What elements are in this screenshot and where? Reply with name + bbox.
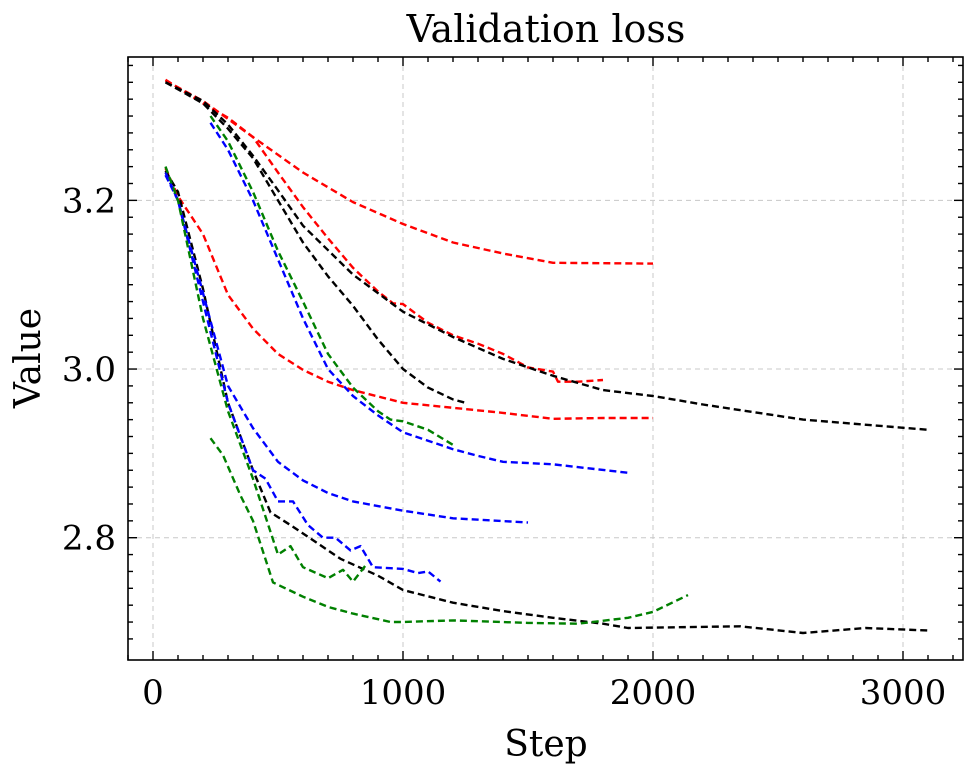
- x-axis-label: Step: [504, 724, 587, 765]
- ticks: 0 1000 2000 3000 2.8 3.0 3.2: [62, 57, 963, 713]
- series-line-1: [164, 79, 654, 265]
- y-tick-label: 2.8: [62, 519, 116, 559]
- y-tick-label: 3.2: [62, 181, 116, 221]
- series-line-5: [164, 81, 466, 404]
- series-line-8: [164, 174, 529, 524]
- series-line-7: [209, 122, 629, 474]
- series-line-10: [209, 115, 454, 446]
- chart-title: Validation loss: [406, 7, 686, 51]
- x-tick-label: 2000: [610, 673, 697, 713]
- y-axis-label: Value: [8, 308, 49, 409]
- x-tick-label: 0: [142, 673, 164, 713]
- series-group: [164, 78, 929, 635]
- grid: [128, 57, 963, 660]
- x-tick-label: 1000: [360, 673, 447, 713]
- series-line-11: [164, 166, 367, 583]
- x-tick-label: 3000: [860, 673, 947, 713]
- series-line-6: [164, 170, 929, 635]
- plot-frame: [127, 56, 964, 661]
- series-line-2: [164, 78, 604, 383]
- series-line-3: [164, 167, 653, 420]
- y-tick-label: 3.0: [62, 350, 116, 390]
- series-line-9: [164, 172, 442, 583]
- series-line-12: [209, 437, 689, 625]
